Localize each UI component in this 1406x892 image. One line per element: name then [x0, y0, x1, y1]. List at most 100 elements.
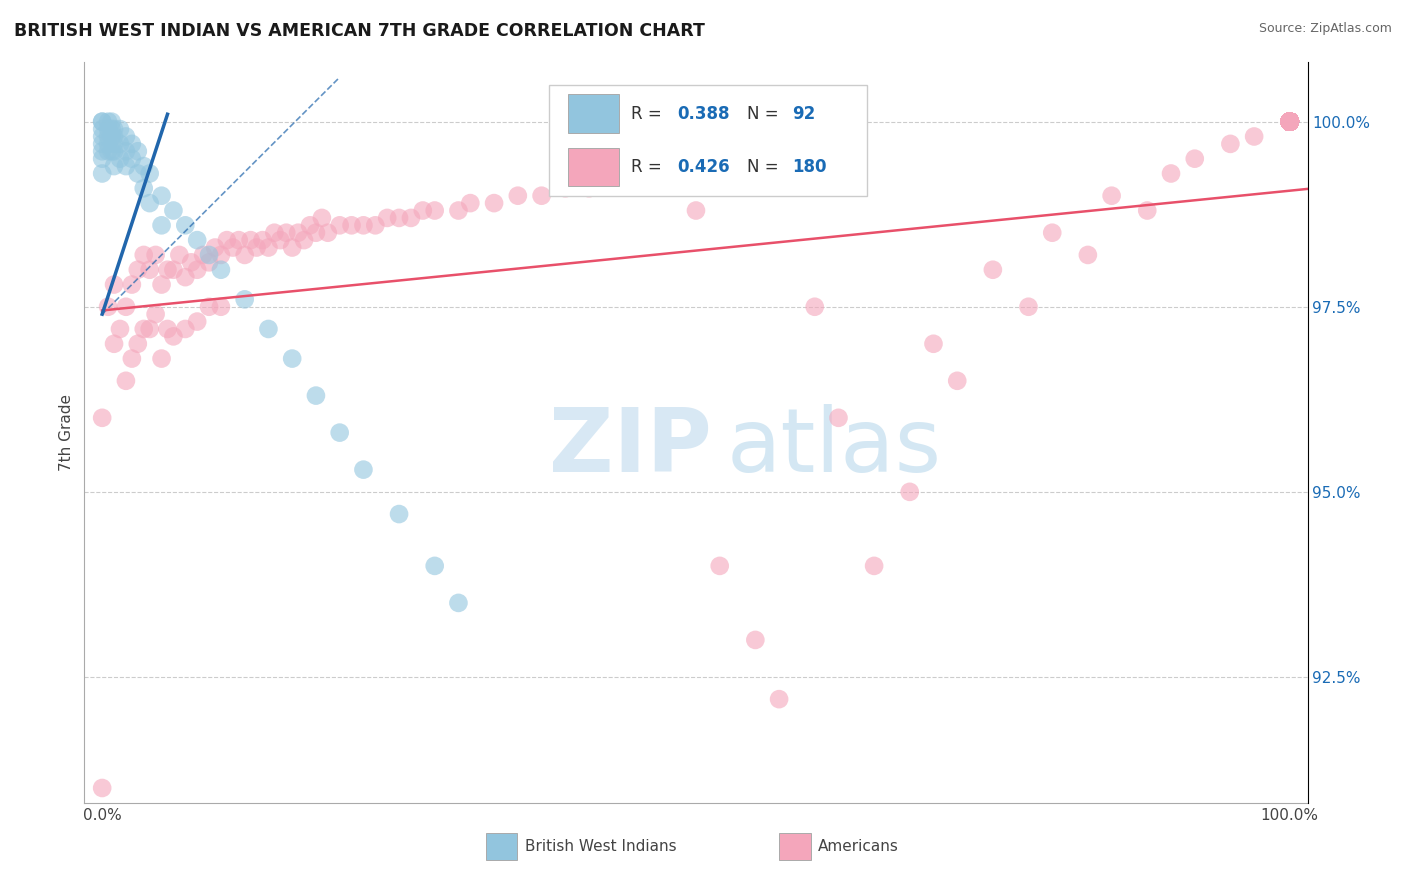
Point: [115, 300, 138, 314]
FancyBboxPatch shape: [485, 833, 517, 860]
Point: [276, 226, 298, 240]
Point: [1278, 114, 1301, 128]
Text: R =: R =: [631, 158, 666, 176]
Point: [115, 374, 138, 388]
Point: [1136, 203, 1159, 218]
Point: [103, 136, 125, 151]
Point: [138, 322, 160, 336]
Point: [1278, 114, 1301, 128]
Point: [1278, 114, 1301, 128]
Point: [1278, 114, 1301, 128]
Point: [1278, 114, 1301, 128]
Point: [257, 241, 280, 255]
Point: [1278, 114, 1301, 128]
Point: [103, 277, 125, 292]
Point: [1278, 114, 1301, 128]
Point: [132, 159, 155, 173]
Point: [1278, 114, 1301, 128]
Text: Source: ZipAtlas.com: Source: ZipAtlas.com: [1258, 22, 1392, 36]
Point: [100, 114, 122, 128]
Point: [150, 277, 173, 292]
Text: 92: 92: [793, 104, 815, 122]
Point: [180, 255, 202, 269]
Text: 180: 180: [793, 158, 827, 176]
Point: [329, 219, 352, 233]
Point: [233, 293, 256, 307]
Point: [121, 136, 143, 151]
Point: [127, 145, 149, 159]
Point: [1278, 114, 1301, 128]
Point: [898, 484, 921, 499]
Point: [1278, 114, 1301, 128]
Point: [150, 351, 173, 366]
Point: [209, 262, 232, 277]
Point: [138, 262, 160, 277]
Point: [108, 122, 131, 136]
Point: [1278, 114, 1301, 128]
Point: [1278, 114, 1301, 128]
Text: ZIP: ZIP: [550, 404, 711, 491]
Point: [1278, 114, 1301, 128]
Point: [423, 558, 446, 573]
Point: [340, 219, 363, 233]
Point: [100, 122, 122, 136]
Point: [352, 463, 374, 477]
Point: [108, 152, 131, 166]
Point: [1278, 114, 1301, 128]
Point: [115, 159, 138, 173]
Point: [1278, 114, 1301, 128]
Point: [1278, 114, 1301, 128]
Point: [162, 262, 184, 277]
Point: [1278, 114, 1301, 128]
Point: [1278, 114, 1301, 128]
Point: [1278, 114, 1301, 128]
Point: [1278, 114, 1301, 128]
Point: [423, 203, 446, 218]
Point: [1278, 114, 1301, 128]
Point: [506, 188, 529, 202]
Point: [399, 211, 422, 225]
Point: [1278, 114, 1301, 128]
Point: [156, 322, 179, 336]
Point: [97, 129, 120, 144]
Point: [1018, 300, 1040, 314]
Point: [198, 248, 221, 262]
Point: [388, 211, 411, 225]
Point: [257, 322, 280, 336]
Point: [1278, 114, 1301, 128]
Point: [1278, 114, 1301, 128]
Point: [1278, 114, 1301, 128]
Point: [1278, 114, 1301, 128]
Text: R =: R =: [631, 104, 666, 122]
Point: [156, 262, 179, 277]
Point: [1278, 114, 1301, 128]
Point: [1278, 114, 1301, 128]
Point: [138, 196, 160, 211]
Y-axis label: 7th Grade: 7th Grade: [59, 394, 75, 471]
Point: [447, 596, 470, 610]
Point: [1278, 114, 1301, 128]
Point: [209, 248, 232, 262]
Point: [1278, 114, 1301, 128]
Point: [269, 233, 291, 247]
Text: N =: N =: [748, 104, 785, 122]
Point: [91, 114, 114, 128]
Point: [91, 122, 114, 136]
Point: [578, 181, 600, 195]
Point: [1278, 114, 1301, 128]
Point: [1278, 114, 1301, 128]
Point: [108, 322, 131, 336]
Point: [316, 226, 339, 240]
Point: [744, 632, 766, 647]
Point: [1278, 114, 1301, 128]
FancyBboxPatch shape: [779, 833, 811, 860]
Point: [685, 203, 707, 218]
Point: [1278, 114, 1301, 128]
Point: [91, 114, 114, 128]
Point: [482, 196, 505, 211]
Text: BRITISH WEST INDIAN VS AMERICAN 7TH GRADE CORRELATION CHART: BRITISH WEST INDIAN VS AMERICAN 7TH GRAD…: [14, 22, 704, 40]
Point: [554, 181, 576, 195]
Point: [1219, 136, 1241, 151]
Point: [91, 152, 114, 166]
Point: [412, 203, 434, 218]
